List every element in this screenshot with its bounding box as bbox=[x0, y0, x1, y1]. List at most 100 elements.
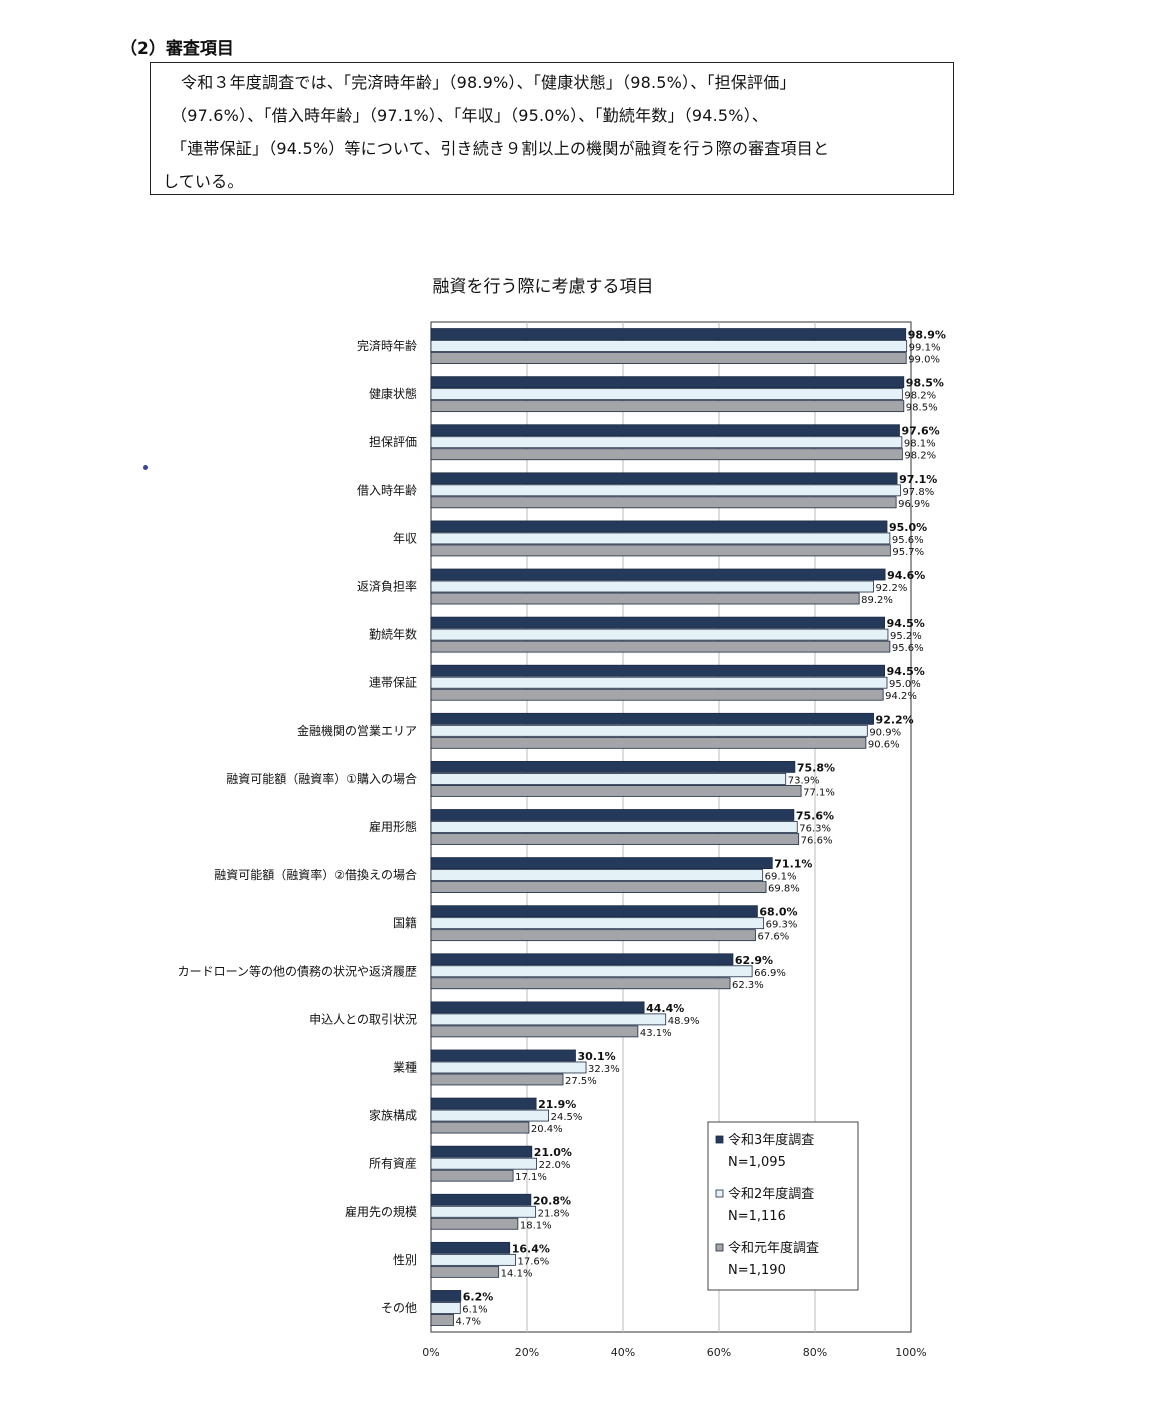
legend-box bbox=[707, 1121, 859, 1291]
legend-swatch bbox=[715, 1189, 724, 1198]
category-label: 返済負担率 bbox=[357, 579, 417, 594]
bar bbox=[430, 328, 907, 340]
bar bbox=[430, 448, 903, 461]
bar bbox=[430, 388, 903, 401]
bar bbox=[430, 833, 800, 845]
bar bbox=[430, 400, 905, 413]
x-tick-label: 100% bbox=[895, 1346, 926, 1359]
chart-title: 融資を行う際に考慮する項目 bbox=[432, 277, 654, 297]
bar bbox=[430, 616, 886, 629]
data-label: 96.9% bbox=[898, 499, 930, 510]
category-label: 年収 bbox=[393, 531, 417, 545]
bar bbox=[430, 917, 765, 930]
category-label: 国籍 bbox=[393, 915, 417, 930]
bar bbox=[430, 1241, 511, 1254]
data-label: 69.1% bbox=[765, 872, 797, 883]
data-label: 27.5% bbox=[565, 1076, 597, 1087]
data-label: 69.8% bbox=[768, 884, 800, 895]
bar bbox=[430, 1217, 519, 1230]
data-label: 92.2% bbox=[876, 713, 914, 726]
category-label: 連帯保証 bbox=[369, 676, 417, 690]
data-label: 97.6% bbox=[901, 425, 939, 438]
bar bbox=[430, 1109, 549, 1122]
x-tick-label: 40% bbox=[611, 1346, 635, 1359]
category-label: 借入時年齢 bbox=[357, 482, 417, 497]
bar bbox=[430, 977, 731, 990]
data-label: 30.1% bbox=[577, 1050, 615, 1063]
legend-swatch bbox=[715, 1243, 724, 1252]
bar bbox=[430, 1001, 645, 1014]
legend-series-name: 令和3年度調査 bbox=[728, 1132, 814, 1148]
bar bbox=[430, 1121, 530, 1134]
data-label: 95.6% bbox=[892, 643, 924, 654]
data-label: 98.1% bbox=[904, 439, 936, 450]
data-label: 67.6% bbox=[757, 932, 789, 943]
data-label: 21.0% bbox=[534, 1146, 572, 1159]
data-label: 20.4% bbox=[531, 1124, 563, 1135]
bar bbox=[430, 905, 758, 918]
data-label: 16.4% bbox=[512, 1242, 550, 1255]
data-label: 76.6% bbox=[801, 836, 833, 847]
bar bbox=[430, 1061, 587, 1074]
bar bbox=[430, 929, 756, 942]
data-label: 4.7% bbox=[456, 1316, 481, 1327]
bar bbox=[430, 773, 787, 785]
legend-swatch bbox=[715, 1135, 724, 1144]
bar bbox=[430, 1157, 537, 1170]
bar bbox=[430, 1169, 514, 1182]
bar bbox=[430, 785, 802, 797]
data-label: 17.1% bbox=[515, 1172, 547, 1183]
bar bbox=[430, 340, 908, 352]
bar bbox=[430, 1073, 564, 1086]
category-label: 所有資産 bbox=[369, 1156, 417, 1171]
bar bbox=[430, 352, 907, 364]
bar bbox=[430, 1302, 461, 1314]
bar bbox=[430, 1025, 639, 1038]
bar bbox=[430, 520, 888, 533]
bar bbox=[430, 965, 753, 978]
bar bbox=[430, 1265, 500, 1278]
x-tick-label: 0% bbox=[422, 1346, 439, 1359]
data-label: 97.8% bbox=[902, 487, 934, 498]
summary-line-1: 令和３年度調査では、「完済時年齢」（98.9%）、「健康状態」（98.5%）、「… bbox=[181, 73, 796, 92]
category-label: その他 bbox=[381, 1301, 417, 1315]
bar bbox=[430, 857, 773, 869]
data-label: 92.2% bbox=[876, 583, 908, 594]
data-label: 14.1% bbox=[501, 1268, 533, 1279]
bar bbox=[430, 580, 874, 593]
bar bbox=[430, 496, 897, 509]
category-label: カードローン等の他の債務の状況や返済履歴 bbox=[178, 963, 417, 978]
bar bbox=[430, 761, 796, 773]
data-label: 76.3% bbox=[799, 824, 831, 835]
legend-n-label: N=1,116 bbox=[728, 1209, 786, 1224]
bar bbox=[430, 484, 901, 497]
summary-line-2: （97.6%）、「借入時年齢」（97.1%）、「年収」（95.0%）、「勤続年数… bbox=[171, 106, 769, 125]
bar bbox=[430, 1049, 576, 1062]
data-label: 24.5% bbox=[551, 1112, 583, 1123]
data-label: 62.3% bbox=[732, 980, 764, 991]
data-label: 75.8% bbox=[797, 761, 835, 774]
data-label: 69.3% bbox=[766, 920, 798, 931]
data-label: 48.9% bbox=[668, 1016, 700, 1027]
data-label: 77.1% bbox=[803, 787, 835, 798]
bar bbox=[430, 592, 860, 605]
summary-line-3: 「連帯保証」（94.5%）等について、引き続き９割以上の機関が融資を行う際の審査… bbox=[171, 139, 830, 158]
bar bbox=[430, 472, 898, 485]
bar bbox=[430, 881, 767, 893]
bar bbox=[430, 1253, 516, 1266]
data-label: 32.3% bbox=[588, 1064, 620, 1075]
data-label: 95.6% bbox=[892, 535, 924, 546]
data-label: 73.9% bbox=[788, 775, 820, 786]
summary-line-4: している。 bbox=[163, 172, 244, 191]
data-label: 75.6% bbox=[796, 810, 834, 823]
bar bbox=[430, 1205, 537, 1218]
data-label: 68.0% bbox=[759, 906, 797, 919]
data-label: 66.9% bbox=[754, 968, 786, 979]
data-label: 94.6% bbox=[887, 569, 925, 582]
data-label: 90.6% bbox=[868, 739, 900, 750]
bar bbox=[430, 628, 889, 641]
bar bbox=[430, 640, 891, 653]
data-label: 90.9% bbox=[869, 727, 901, 738]
data-label: 6.1% bbox=[462, 1304, 487, 1315]
bar bbox=[430, 1290, 462, 1302]
